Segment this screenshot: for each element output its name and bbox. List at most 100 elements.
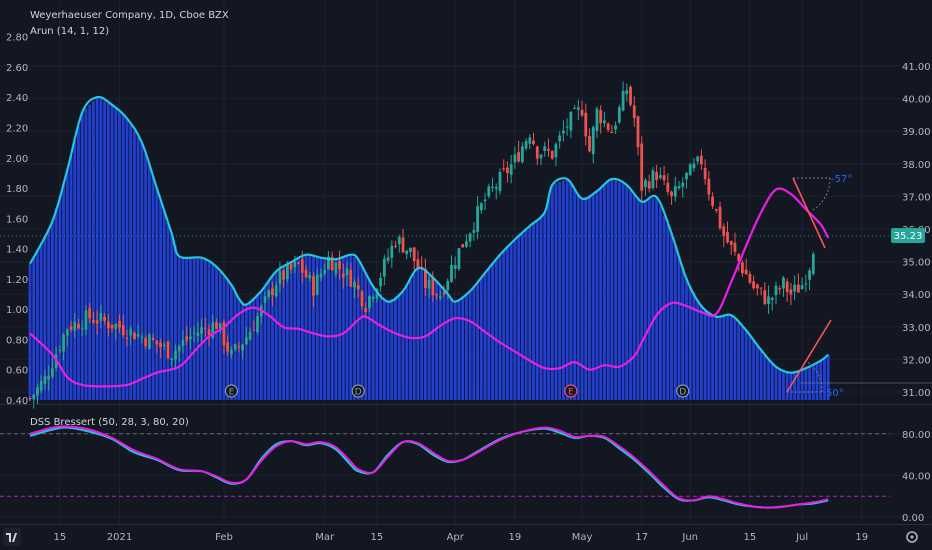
left-axis-tick: 2.00 <box>6 154 28 165</box>
histogram-bar <box>625 185 629 400</box>
candle-body <box>591 127 595 155</box>
histogram-bar <box>614 180 618 400</box>
candle <box>379 272 383 293</box>
candle-body <box>170 358 174 360</box>
time-axis-tick: 15 <box>744 532 757 543</box>
event-marker[interactable]: E <box>564 384 578 398</box>
histogram-bar <box>733 319 737 400</box>
histogram-bar <box>285 264 289 400</box>
time-axis-tick: 19 <box>509 532 522 543</box>
candle <box>558 131 562 149</box>
candle-body <box>666 182 670 192</box>
event-marker[interactable]: D <box>351 384 365 398</box>
candle-body <box>382 258 386 277</box>
event-marker-circle <box>676 384 690 398</box>
histogram-bar <box>811 364 815 400</box>
candle <box>144 335 148 350</box>
candle <box>256 312 259 335</box>
candle <box>752 275 756 291</box>
candle <box>479 201 483 214</box>
candle-body <box>65 329 69 336</box>
candle <box>166 340 170 360</box>
candle <box>327 251 330 271</box>
candle <box>364 302 368 319</box>
histogram-bar <box>547 198 550 400</box>
candle-body <box>438 296 442 298</box>
histogram-bar <box>599 188 603 400</box>
event-marker-label: D <box>355 388 362 398</box>
candle-body <box>442 292 446 295</box>
histogram-bar <box>39 242 43 400</box>
candle-body <box>215 322 218 329</box>
candle-body <box>524 141 528 149</box>
candle <box>506 161 509 183</box>
histogram-bar <box>826 354 830 400</box>
candle <box>181 329 185 354</box>
aroon-up-line <box>29 95 829 374</box>
candle-body <box>155 340 159 345</box>
candle-body <box>159 342 162 348</box>
candle-body <box>315 274 319 295</box>
candle-body <box>588 136 591 152</box>
angle-label-lower: 50° <box>826 388 844 399</box>
candle <box>289 262 293 274</box>
candle-body <box>759 287 763 289</box>
candle <box>785 278 789 302</box>
price-badge-text: 35.23 <box>894 231 923 242</box>
histogram-bar <box>658 206 662 400</box>
candle-body <box>629 86 632 105</box>
candle <box>550 150 554 160</box>
candle <box>584 103 588 146</box>
histogram-bar <box>397 293 401 400</box>
candle <box>632 96 636 127</box>
candle-body <box>670 191 673 196</box>
candle <box>88 302 92 324</box>
candle-body <box>285 264 289 279</box>
candle-body <box>401 237 405 253</box>
left-axis-tick: 2.40 <box>6 93 28 104</box>
histogram-bar <box>282 266 286 400</box>
candle <box>133 331 136 340</box>
histogram-bar <box>670 233 673 400</box>
event-marker[interactable]: E <box>224 384 239 398</box>
candle-body <box>450 264 453 282</box>
candle-body <box>308 275 312 279</box>
event-marker-circle <box>564 384 578 398</box>
candle-body <box>509 164 513 175</box>
histogram-bar <box>69 155 73 400</box>
candle-body <box>603 120 606 124</box>
candle <box>509 155 513 184</box>
candle <box>718 201 722 231</box>
candle-body <box>785 281 789 293</box>
candle <box>401 228 405 254</box>
candle <box>763 282 767 306</box>
candle <box>610 125 614 134</box>
histogram-bar <box>823 357 826 400</box>
left-axis-tick: 0.40 <box>6 396 28 407</box>
histogram-bar <box>382 297 386 400</box>
histogram-bar <box>58 195 62 400</box>
candle-body <box>502 168 506 170</box>
settings-icon[interactable] <box>906 531 918 543</box>
histogram-bar <box>315 256 319 400</box>
candle <box>770 296 774 311</box>
candle <box>84 305 88 336</box>
candle <box>651 167 655 190</box>
histogram-bar <box>491 263 494 400</box>
candle-body <box>43 375 47 384</box>
histogram-bar <box>815 362 819 400</box>
candle <box>218 323 222 334</box>
candle-body <box>808 270 811 280</box>
candle-body <box>494 186 498 189</box>
candle <box>621 81 625 112</box>
histogram-bar <box>539 215 543 400</box>
histogram-bar <box>360 266 364 400</box>
event-marker[interactable]: D <box>676 384 690 398</box>
left-axis-tick: 1.00 <box>6 305 28 316</box>
candle <box>759 287 763 296</box>
candle-body <box>196 332 200 336</box>
candle-body <box>606 123 610 131</box>
histogram-bar <box>722 315 726 400</box>
candle-body <box>338 261 341 270</box>
candle <box>412 247 416 270</box>
